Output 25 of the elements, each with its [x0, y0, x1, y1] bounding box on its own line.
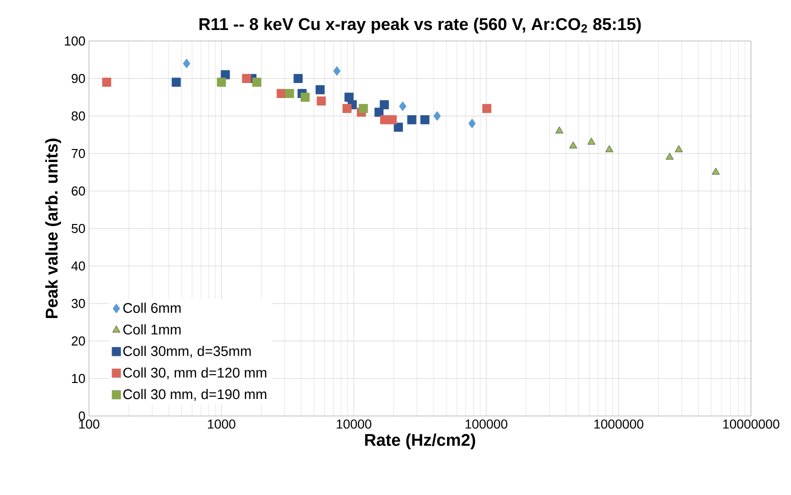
y-tick-label: 100: [64, 36, 85, 46]
y-tick-label: 60: [72, 186, 85, 196]
legend-label: Coll 30 mm, d=190 mm: [123, 388, 266, 401]
y-tick-label: 40: [71, 261, 85, 271]
chart-title: R11 -- 8 keV Cu x-ray peak vs rate (560 V, Ar:CO$_{2}$ 85:15): [200, 18, 641, 34]
legend-label: Coll 1mm: [123, 324, 181, 335]
y-axis-title: Peak value (arb. units): [45, 138, 62, 318]
x-tick-label: 10000: [336, 420, 372, 429]
y-tick-label: 50: [72, 224, 85, 234]
y-tick-label: 80: [72, 111, 85, 121]
legend-label: Coll 6mm: [123, 302, 181, 313]
y-tick-label: 0: [78, 411, 85, 421]
x-tick-label: 1000: [208, 420, 236, 429]
legend-label: Coll 30, mm d=120 mm: [123, 367, 266, 380]
x-tick-label: 1000000: [594, 420, 644, 429]
y-tick-label: 30: [72, 298, 85, 308]
y-tick-label: 90: [72, 74, 85, 84]
legend-label: Coll 30mm, d=35mm: [123, 346, 251, 358]
x-axis-title: Rate (Hz/cm2): [365, 434, 476, 450]
x-tick-label: 100: [79, 420, 100, 429]
y-tick-label: 70: [72, 148, 85, 158]
y-tick-label: 10: [72, 374, 85, 384]
x-tick-label: 10000000: [723, 420, 780, 429]
x-tick-label: 100000: [466, 420, 508, 429]
y-tick-label: 20: [72, 336, 85, 346]
